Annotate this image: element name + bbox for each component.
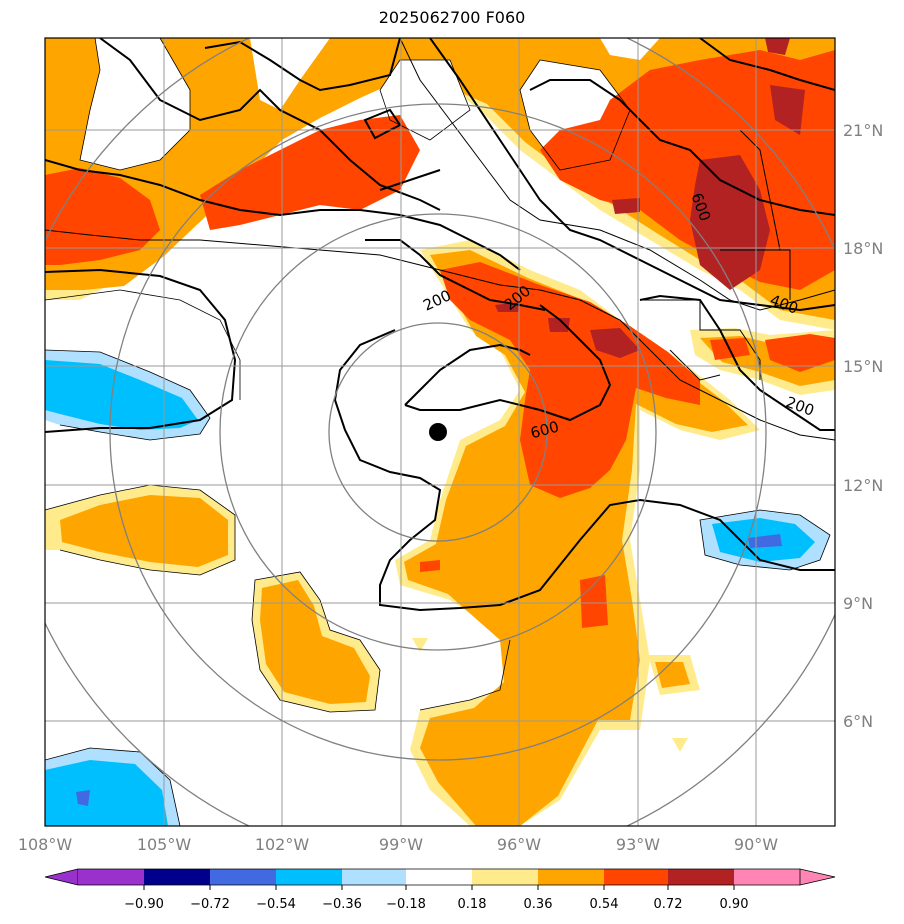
colorbar-segment [668, 869, 734, 885]
lon-label: 96°W [497, 835, 541, 854]
colorbar-segment [276, 869, 342, 885]
colorbar-tick: 0.90 [720, 897, 749, 912]
map-plot-area: 200 200 600 600 400 200 [45, 38, 835, 826]
colorbar-tick: 0.54 [590, 897, 619, 912]
colorbar-segment [604, 869, 668, 885]
colorbar-segment [799, 868, 836, 886]
map-frame [44, 37, 836, 827]
lat-label: 15°N [843, 357, 883, 376]
lon-label: 102°W [255, 835, 310, 854]
lon-label: 90°W [734, 835, 778, 854]
colorbar-tick: −0.54 [256, 897, 296, 912]
lon-label: 108°W [18, 835, 73, 854]
colorbar-segment [538, 869, 604, 885]
colorbar-segment [472, 869, 538, 885]
lon-label: 93°W [616, 835, 660, 854]
lat-labels: 21°N 18°N 15°N 12°N 9°N 6°N [843, 121, 883, 731]
colorbar-segment [210, 869, 276, 885]
colorbar-tick: −0.72 [190, 897, 230, 912]
colorbar-segment [144, 869, 210, 885]
colorbar-tick: 0.18 [458, 897, 487, 912]
range-rings [45, 38, 835, 826]
lat-label: 21°N [843, 121, 883, 140]
colorbar: −0.90 −0.72 −0.54 −0.36 −0.18 0.18 0.36 … [44, 868, 836, 912]
lat-label: 18°N [843, 239, 883, 258]
shading-outlines [45, 38, 831, 826]
lat-label: 6°N [843, 712, 873, 731]
colorbar-tick: −0.90 [124, 897, 164, 912]
colorbar-tick: −0.36 [322, 897, 362, 912]
colorbar-segment [734, 869, 800, 885]
lon-label: 105°W [137, 835, 192, 854]
colorbar-tick: 0.36 [524, 897, 553, 912]
colorbar-segment [44, 868, 79, 886]
lon-labels: 108°W 105°W 102°W 99°W 96°W 93°W 90°W [18, 835, 778, 854]
storm-center-dot [429, 423, 447, 441]
lat-label: 12°N [843, 476, 883, 495]
map-title: 2025062700 F060 [378, 8, 526, 27]
lat-label: 9°N [843, 594, 873, 613]
graticule [45, 38, 835, 826]
colorbar-segment [342, 869, 406, 885]
shading-neutral [45, 38, 660, 520]
colorbar-segment [406, 869, 472, 885]
colorbar-tick: 0.72 [654, 897, 683, 912]
colorbar-tick: −0.18 [386, 897, 426, 912]
lon-label: 99°W [379, 835, 423, 854]
colorbar-segment [78, 869, 144, 885]
thick-contours [45, 38, 835, 612]
shading-0.72 [495, 38, 805, 358]
